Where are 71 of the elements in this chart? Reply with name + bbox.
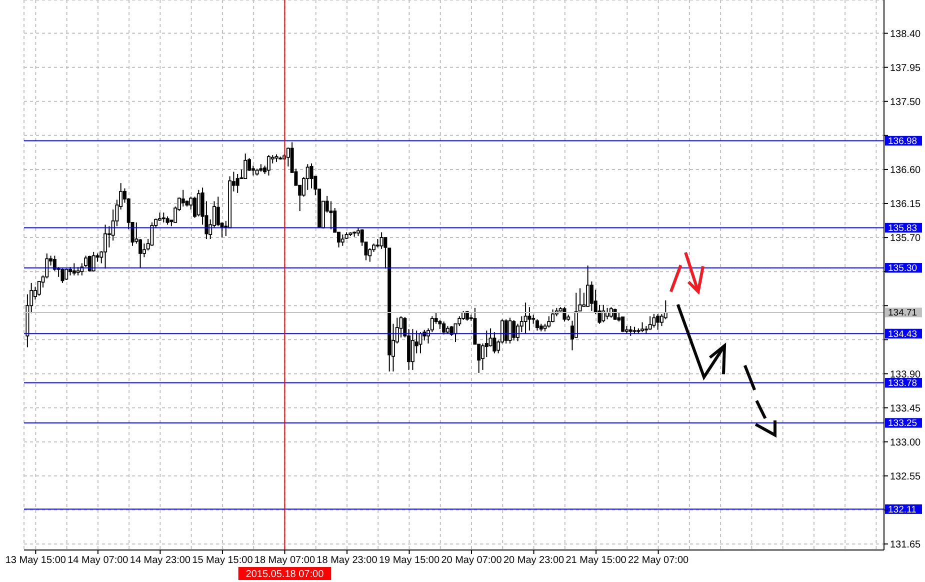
candlestick [512,320,516,341]
candlestick [628,326,632,336]
candlestick [492,332,496,354]
candlestick [586,265,590,307]
ref-line-label: 135.83 [888,223,918,234]
candlestick [244,153,248,180]
x-tick-label: 18 May 23:00 [316,555,378,566]
candlestick [640,322,644,333]
candlestick [72,262,76,276]
candlestick [508,317,512,344]
candlestick [60,268,64,284]
x-tick-label: 13 May 15:00 [5,555,66,566]
candlestick [266,154,270,176]
x-tick-label: 14 May 23:00 [130,555,191,566]
ref-line-label: 134.43 [888,328,918,340]
y-tick-label: 132.55 [890,471,922,482]
candlestick [562,306,566,322]
candlestick [504,318,508,344]
candlestick [602,304,606,323]
candlestick [524,302,528,334]
candlestick [547,316,551,328]
candlestick [590,280,594,312]
candlestick [88,255,92,272]
candlestick [340,234,344,246]
candlestick [196,189,200,217]
candlestick [380,232,384,250]
y-tick-label: 136.15 [890,199,922,210]
candlestick [142,243,146,258]
candlestick [652,313,656,328]
ref-line-label: 2015.05.18 07:00 [246,569,324,580]
candlestick [310,162,314,189]
ref-line-label: 133.25 [888,418,918,430]
candlestick [535,318,539,332]
x-tick-label: 20 May 23:00 [503,555,565,566]
candlestick [216,196,220,227]
x-tick-label: 14 May 07:00 [68,555,129,566]
candlestick [410,328,414,370]
x-tick-label: 18 May 07:00 [254,555,316,566]
y-tick-label: 131.65 [890,540,922,550]
y-tick-label: 136.60 [890,165,922,176]
y-tick-label: 133.45 [890,403,922,414]
y-tick-label: 137.95 [890,62,922,74]
ref-line-label: 135.30 [888,263,918,274]
candlestick [648,316,652,330]
candlestick [484,330,488,358]
x-tick-label: 20 May 07:00 [441,555,502,566]
x-tick-label: 19 May 15:00 [378,555,440,566]
candlestick [92,251,96,272]
ref-line-label: 133.78 [888,378,918,390]
candlestick [236,174,240,194]
ref-line-label: 136.98 [888,136,918,148]
candlestick [104,224,108,270]
y-tick-label: 138.40 [890,28,922,40]
candlestick [528,306,532,332]
candlestick [64,268,68,280]
candlestick [181,189,185,208]
ref-line-label: 134.71 [888,308,918,319]
y-tick-label: 137.50 [890,96,922,108]
x-tick-label: 21 May 15:00 [566,555,627,566]
y-tick-label: 133.00 [890,437,922,448]
y-tick-label: 135.70 [890,233,922,244]
candlestick [162,212,166,223]
candlestick [656,313,660,330]
x-tick-label: 22 May 07:00 [628,555,690,566]
candlestick [621,316,625,333]
x-tick-label: 15 May 15:00 [192,555,254,566]
ref-line-label: 132.11 [888,504,916,516]
candlestick [150,222,154,246]
candlestick [418,332,422,354]
y-tick-label: 133.90 [890,369,922,380]
candlestick [442,321,446,335]
